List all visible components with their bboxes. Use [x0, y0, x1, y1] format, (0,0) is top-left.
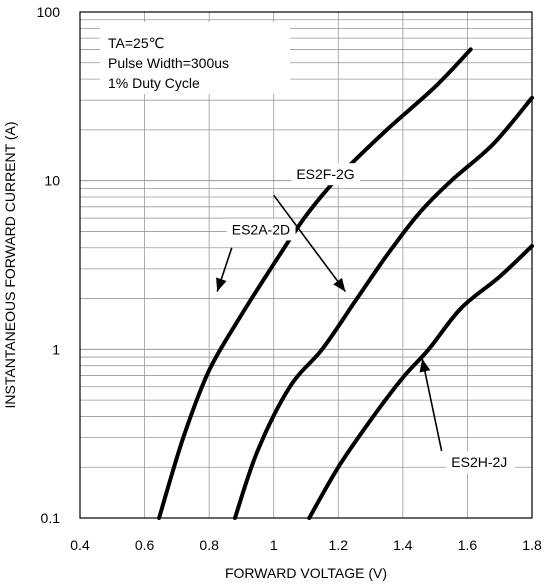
y-tick-label: 0.1	[41, 510, 61, 526]
series-arrow-es2h-2j	[421, 358, 443, 452]
note-background	[100, 22, 290, 94]
x-tick-label: 0.6	[135, 537, 155, 553]
x-tick-label: 1.6	[458, 537, 478, 553]
x-tick-labels: 0.4 0.6 0.8 1 1.2 1.4 1.6 1.8	[70, 537, 542, 553]
series-label-es2a-2d: ES2A-2D	[232, 221, 290, 237]
y-tick-label: 1	[52, 341, 60, 357]
series-label-background	[446, 451, 516, 474]
series-line-es2f-2g	[233, 95, 534, 520]
series-line-es2h-2j	[307, 244, 534, 520]
x-tick-label: 1.4	[393, 537, 413, 553]
y-axis-title: INSTANTANEOUS FORWARD CURRENT (A)	[2, 121, 18, 408]
test-conditions-note: TA=25℃ Pulse Width=300us 1% Duty Cycle	[100, 22, 290, 94]
y-tick-label: 10	[44, 173, 60, 189]
x-tick-label: 0.8	[199, 537, 219, 553]
series-lines	[157, 47, 534, 520]
series-arrowhead-es2f-2g	[333, 277, 346, 292]
series-label-es2f-2g: ES2F-2G	[296, 166, 354, 182]
x-tick-label: 1.8	[522, 537, 542, 553]
series-arrowhead-es2h-2j	[419, 358, 431, 373]
note-temperature: TA=25℃	[108, 35, 164, 51]
note-duty-cycle: 1% Duty Cycle	[108, 75, 200, 91]
x-tick-label: 1	[270, 537, 278, 553]
x-axis-title: FORWARD VOLTAGE (V)	[225, 565, 387, 581]
x-tick-label: 0.4	[70, 537, 90, 553]
series-arrow-es2f-2g	[273, 194, 347, 293]
note-pulse-width: Pulse Width=300us	[108, 55, 229, 71]
y-tick-labels: 0.1 1 10 100	[37, 4, 61, 526]
series-line-es2a-2d	[157, 47, 473, 520]
series-label-es2h-2j: ES2H-2J	[451, 454, 507, 470]
series-label-background	[226, 218, 296, 241]
y-tick-label: 100	[37, 4, 61, 20]
series-labels: ES2A-2D ES2F-2G ES2H-2J	[216, 163, 516, 474]
plot-frame	[79, 11, 533, 519]
series-arrowhead-es2a-2d	[216, 277, 227, 292]
series-label-background	[291, 163, 361, 186]
x-tick-label: 1.2	[329, 537, 349, 553]
